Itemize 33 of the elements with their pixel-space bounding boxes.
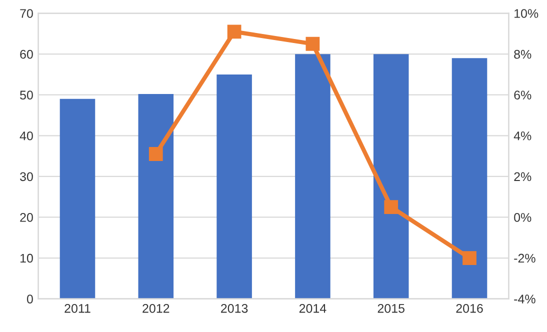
bar — [138, 94, 174, 299]
bar — [373, 54, 409, 299]
x-tick-label: 2015 — [378, 304, 404, 313]
x-tick-label: 2013 — [221, 304, 248, 313]
bar — [295, 54, 330, 299]
x-tick-label: 2016 — [456, 304, 483, 313]
x-tick-label: 2011 — [64, 304, 90, 313]
y-tick-label: 20 — [20, 213, 33, 222]
y2-tick-label: 8% — [514, 50, 532, 59]
point — [462, 251, 476, 265]
y-tick-label: 30 — [20, 172, 33, 182]
y2-tick-label: 4% — [514, 132, 532, 140]
y2-tick-label: 10% — [514, 9, 538, 18]
y-tick-label: 40 — [20, 131, 33, 140]
bar — [452, 58, 488, 299]
y-tick-label: 60 — [20, 50, 33, 59]
bar — [60, 98, 96, 299]
x-tick-label: 2014 — [299, 304, 326, 313]
y-tick-label: 10 — [20, 254, 33, 263]
point — [227, 24, 242, 39]
y2-tick-label: 2% — [514, 172, 532, 182]
y-tick-label: 50 — [20, 90, 33, 100]
y-tick-label: 0 — [26, 294, 33, 304]
y-tick-label: 70 — [20, 9, 33, 18]
point — [306, 36, 320, 51]
point — [148, 147, 163, 161]
y2-tick-label: -4% — [514, 294, 536, 304]
y2-tick-label: -2% — [514, 254, 536, 263]
y2-tick-label: 0% — [514, 213, 532, 222]
y2-tick-label: 6% — [514, 90, 532, 100]
x-tick-label: 2012 — [142, 304, 170, 313]
bar — [216, 74, 252, 299]
point — [384, 200, 398, 214]
